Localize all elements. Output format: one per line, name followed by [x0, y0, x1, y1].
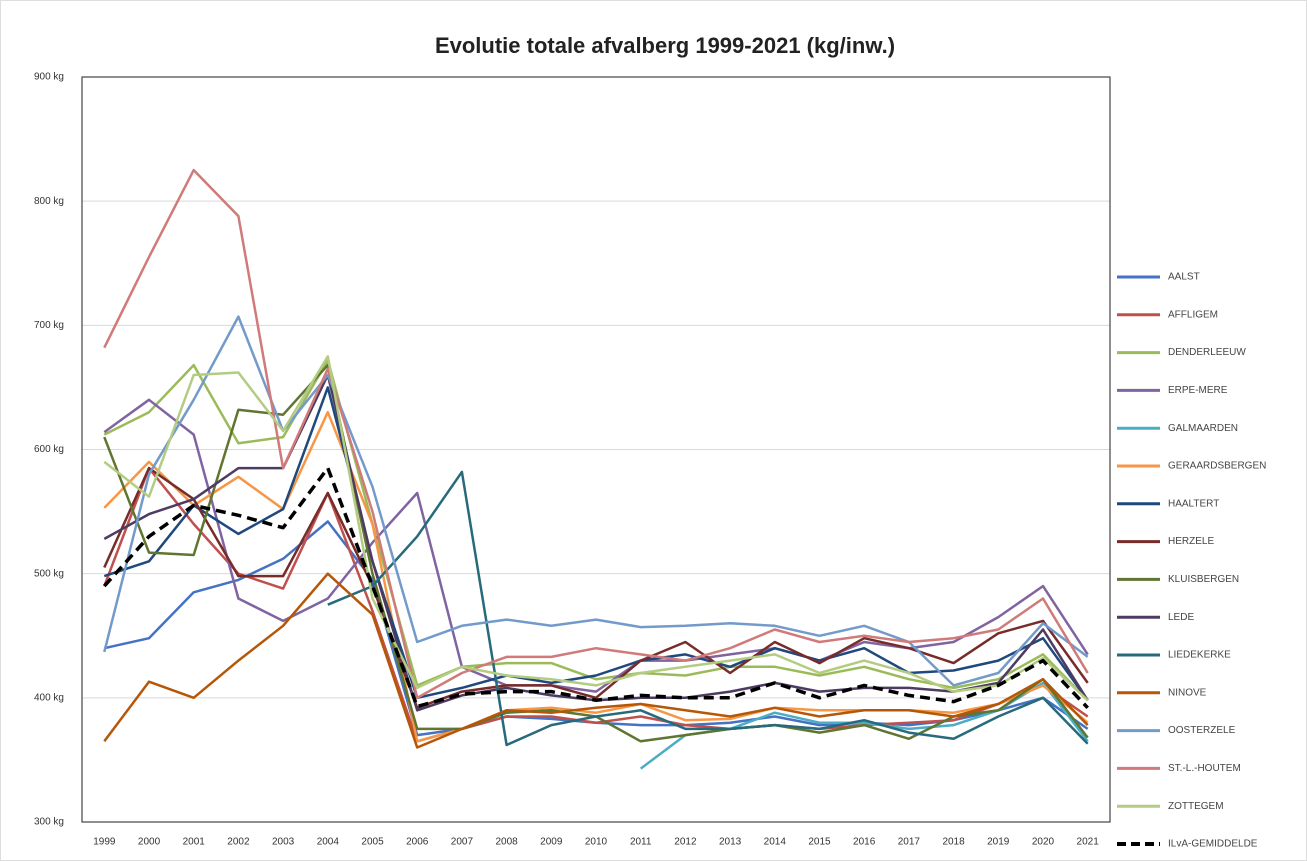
legend-label: AALST — [1168, 272, 1200, 283]
x-tick-label: 2020 — [1032, 837, 1055, 848]
x-tick-label: 2001 — [183, 837, 206, 848]
legend-label: ERPE-MERE — [1168, 385, 1228, 396]
legend-label: NINOVE — [1168, 687, 1207, 698]
x-tick-label: 2003 — [272, 837, 295, 848]
x-tick-label: 2004 — [317, 837, 340, 848]
x-tick-label: 2016 — [853, 837, 876, 848]
y-tick-label: 800 kg — [34, 196, 64, 207]
x-tick-label: 2005 — [361, 837, 384, 848]
x-tick-label: 2011 — [630, 837, 652, 848]
x-tick-label: 2009 — [540, 837, 563, 848]
series-line — [103, 386, 1089, 702]
series-line — [103, 410, 1089, 743]
plot-area — [81, 76, 1111, 823]
legend-label: LEDE — [1168, 612, 1194, 623]
series-line — [103, 466, 1089, 743]
y-tick-label: 300 kg — [34, 817, 64, 828]
y-tick-label: 400 kg — [34, 692, 64, 703]
x-tick-label: 2021 — [1077, 837, 1100, 848]
legend-label: DENDERLEEUW — [1168, 347, 1246, 358]
legend-label: HERZELE — [1168, 536, 1214, 547]
x-tick-label: 2017 — [898, 837, 921, 848]
series-line — [102, 466, 1089, 710]
x-tick-label: 2006 — [406, 837, 429, 848]
x-tick-label: 2008 — [495, 837, 518, 848]
x-tick-label: 2010 — [585, 837, 608, 848]
legend-label: LIEDEKERKE — [1168, 650, 1231, 661]
legend-label: GALMAARDEN — [1168, 423, 1238, 434]
x-tick-label: 2012 — [674, 837, 697, 848]
series-line — [327, 470, 1089, 747]
series-line — [103, 398, 1089, 693]
x-tick-label: 2019 — [987, 837, 1010, 848]
y-tick-label: 500 kg — [34, 568, 64, 579]
legend-label: AFFLIGEM — [1168, 309, 1218, 320]
legend-label: OOSTERZELE — [1168, 725, 1236, 736]
x-tick-label: 2014 — [764, 837, 787, 848]
legend-label: ST.-L.-HOUTEM — [1168, 763, 1241, 774]
x-tick-label: 2013 — [719, 837, 742, 848]
legend-label: ZOTTEGEM — [1168, 801, 1224, 812]
y-tick-label: 600 kg — [34, 444, 64, 455]
series-line — [103, 315, 1089, 687]
x-tick-label: 2002 — [227, 837, 250, 848]
y-tick-label: 900 kg — [34, 72, 64, 83]
x-tick-label: 2015 — [808, 837, 831, 848]
legend-label: ILvA-GEMIDDELDE — [1168, 839, 1258, 850]
x-tick-label: 2000 — [138, 837, 161, 848]
series-line — [103, 358, 1089, 702]
chart-title: Evolutie totale afvalberg 1999-2021 (kg/… — [435, 33, 895, 58]
legend-label: GERAARDSBERGEN — [1168, 461, 1266, 472]
series-line — [103, 466, 1089, 710]
series-line — [103, 355, 1089, 702]
legend-label: HAALTERT — [1168, 498, 1219, 509]
x-tick-label: 2018 — [942, 837, 965, 848]
legend-label: KLUISBERGEN — [1168, 574, 1239, 585]
x-tick-label: 2007 — [451, 837, 474, 848]
series-line — [103, 168, 1089, 700]
series-line — [103, 572, 1089, 749]
x-tick-label: 1999 — [93, 837, 116, 848]
y-tick-label: 700 kg — [34, 320, 64, 331]
